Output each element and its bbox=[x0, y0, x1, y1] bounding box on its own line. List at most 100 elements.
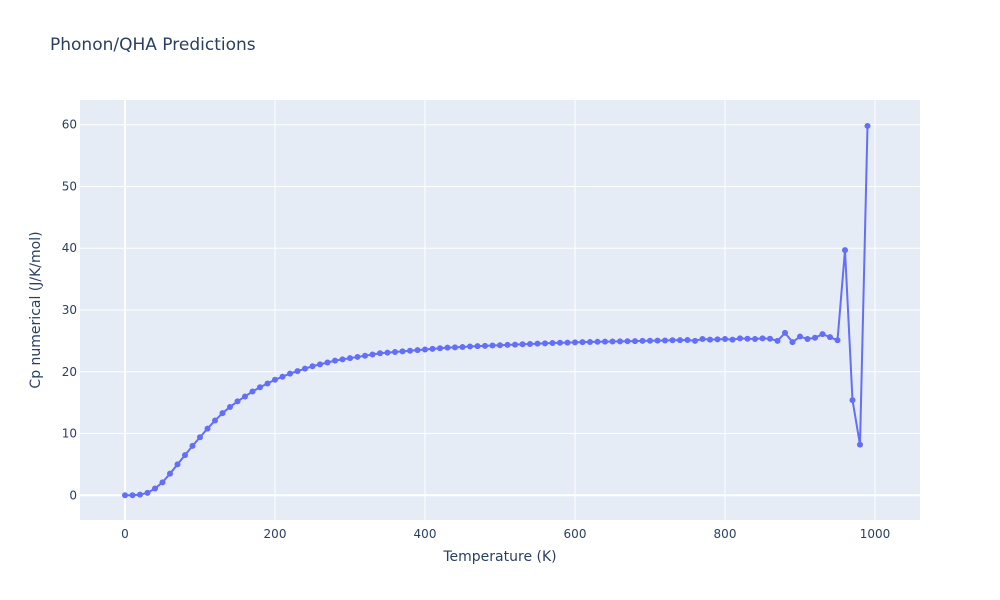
y-tick-label: 50 bbox=[62, 179, 77, 193]
data-point bbox=[437, 345, 443, 352]
data-point bbox=[129, 492, 136, 499]
x-tick-label: 600 bbox=[564, 527, 587, 541]
data-point bbox=[137, 491, 143, 498]
x-tick-label: 400 bbox=[414, 527, 437, 541]
data-point bbox=[197, 434, 203, 441]
data-point bbox=[744, 335, 751, 342]
data-point bbox=[834, 337, 841, 344]
data-point bbox=[774, 337, 781, 344]
data-point bbox=[579, 339, 586, 346]
data-point bbox=[467, 343, 473, 350]
data-point bbox=[399, 348, 406, 355]
data-point bbox=[189, 442, 196, 449]
data-point bbox=[272, 376, 278, 383]
data-point bbox=[864, 122, 871, 129]
data-point bbox=[279, 373, 286, 380]
data-point bbox=[497, 342, 503, 349]
data-point bbox=[722, 336, 728, 343]
data-point bbox=[602, 338, 608, 345]
data-point bbox=[827, 334, 833, 341]
data-point bbox=[242, 393, 248, 400]
data-point bbox=[384, 349, 391, 356]
data-point bbox=[287, 370, 293, 377]
data-point bbox=[759, 335, 766, 342]
data-point bbox=[309, 363, 316, 370]
data-point bbox=[572, 339, 578, 346]
data-point bbox=[257, 384, 263, 391]
data-point bbox=[429, 345, 436, 352]
grid bbox=[80, 100, 920, 520]
series-line bbox=[125, 125, 869, 497]
y-tick-label: 60 bbox=[62, 118, 77, 132]
data-point bbox=[632, 338, 638, 345]
tick-labels: 0 200 400 600 800 1000 0 10 20 30 40 50 60 bbox=[62, 118, 891, 541]
data-point bbox=[842, 247, 848, 254]
data-point bbox=[414, 347, 421, 354]
data-point bbox=[474, 343, 481, 350]
data-point bbox=[407, 347, 413, 354]
data-point bbox=[152, 485, 158, 492]
data-point bbox=[684, 336, 691, 343]
y-tick-label: 20 bbox=[62, 365, 77, 379]
data-point bbox=[819, 331, 826, 338]
x-axis-title: Temperature (K) bbox=[442, 549, 556, 565]
data-point bbox=[369, 351, 376, 358]
data-point bbox=[362, 352, 368, 359]
data-point bbox=[654, 337, 661, 344]
data-point bbox=[617, 338, 623, 345]
y-tick-label: 40 bbox=[62, 241, 77, 255]
data-point bbox=[354, 353, 361, 360]
data-point bbox=[609, 338, 616, 345]
data-point bbox=[594, 338, 601, 345]
data-point bbox=[294, 368, 301, 375]
data-point bbox=[144, 489, 151, 496]
data-point bbox=[737, 335, 743, 342]
data-point bbox=[444, 344, 451, 351]
data-point bbox=[512, 341, 518, 348]
data-point bbox=[482, 342, 488, 349]
data-point bbox=[812, 334, 818, 341]
data-point bbox=[504, 341, 511, 348]
data-point bbox=[212, 417, 218, 424]
data-point bbox=[714, 336, 721, 343]
data-point bbox=[639, 337, 646, 344]
data-point bbox=[699, 336, 706, 343]
data-point bbox=[392, 349, 398, 355]
data-point bbox=[122, 492, 128, 499]
data-point bbox=[849, 397, 856, 404]
data-point bbox=[422, 346, 428, 353]
data-point bbox=[857, 441, 863, 448]
data-point bbox=[624, 338, 631, 345]
data-point bbox=[174, 461, 181, 468]
data-point bbox=[647, 337, 653, 344]
data-point bbox=[249, 388, 256, 395]
data-point bbox=[789, 339, 796, 346]
data-point bbox=[317, 361, 323, 368]
data-point bbox=[692, 337, 698, 344]
data-point bbox=[489, 342, 496, 349]
data-point bbox=[324, 359, 331, 366]
data-point bbox=[452, 344, 458, 351]
data-point bbox=[302, 365, 308, 372]
data-point bbox=[534, 340, 541, 347]
x-tick-label: 1000 bbox=[860, 527, 891, 541]
data-point bbox=[587, 338, 593, 345]
data-point bbox=[219, 410, 226, 417]
data-point bbox=[564, 339, 571, 346]
data-point bbox=[227, 403, 233, 410]
chart-title: Phonon/QHA Predictions bbox=[50, 35, 256, 55]
y-tick-label: 10 bbox=[62, 427, 77, 441]
data-point bbox=[557, 339, 563, 346]
data-point bbox=[782, 329, 788, 336]
y-tick-label: 30 bbox=[62, 303, 77, 317]
data-point bbox=[519, 341, 526, 348]
y-axis-title: Cp numerical (J/K/mol) bbox=[28, 231, 44, 388]
data-point bbox=[527, 340, 533, 347]
data-point bbox=[669, 337, 676, 344]
data-point bbox=[677, 337, 683, 344]
data-point bbox=[459, 344, 466, 351]
x-tick-label: 0 bbox=[121, 527, 129, 541]
data-point bbox=[167, 470, 173, 477]
data-point bbox=[797, 333, 803, 340]
